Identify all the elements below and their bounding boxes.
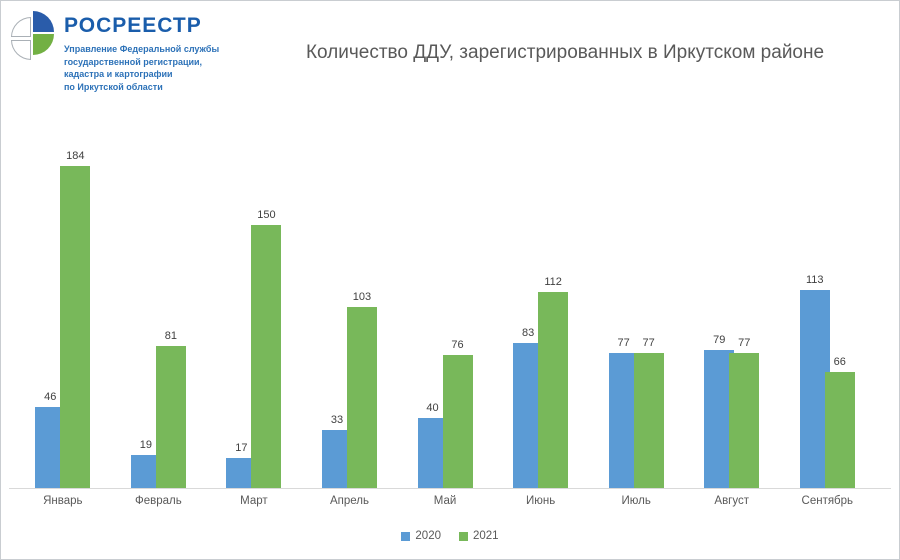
bar-2021: [155, 346, 186, 488]
rosreestr-logo-mark-icon: [11, 11, 56, 63]
logo-org-name: Управление Федеральной службы государств…: [64, 43, 219, 93]
x-axis-line: [9, 488, 891, 489]
x-axis-labels: Январь Февраль Март Апрель Май Июнь Июль Август…: [15, 495, 875, 507]
x-axis-label: Июнь: [525, 495, 556, 507]
x-axis-label: Август: [714, 495, 750, 507]
data-label-2021: 103: [352, 291, 372, 303]
bar-wrap: 76: [442, 339, 473, 488]
x-axis-label: Июль: [621, 495, 651, 507]
logo-quad-blue: [33, 11, 54, 32]
bar-wrap: 112: [538, 276, 569, 488]
bar-wrap: 77: [633, 337, 664, 488]
data-label-2021: 81: [164, 330, 177, 342]
bar-wrap: 103: [346, 291, 377, 488]
data-label-2020: 40: [426, 402, 439, 414]
bar-2021: [729, 353, 760, 488]
bar-wrap: 77: [729, 337, 760, 488]
data-label-2020: 17: [235, 442, 248, 454]
bar-group-Май: 40 76: [397, 141, 493, 488]
data-label-2021: 77: [738, 337, 751, 349]
bar-2021: [442, 355, 473, 488]
data-label-2020: 113: [806, 274, 824, 286]
bar-2021: [538, 292, 569, 488]
legend-swatch-icon: [401, 531, 411, 541]
bar-group-Сентябрь: 113 66: [780, 141, 876, 488]
data-label-2021: 150: [257, 209, 276, 221]
legend: 2020 2021: [1, 530, 899, 542]
data-label-2021: 76: [451, 339, 464, 351]
legend-label: 2021: [473, 530, 499, 542]
bar-wrap: 66: [824, 356, 855, 488]
bar-2021: [346, 307, 377, 488]
x-axis-label: Январь: [43, 495, 83, 507]
legend-swatch-icon: [459, 531, 468, 541]
bar-2021: [60, 166, 91, 488]
logo-org-line: Управление Федеральной службы: [64, 44, 220, 55]
rosreestr-logo: РОСРЕЕСТР Управление Федеральной службы …: [11, 11, 219, 93]
bar-group-Февраль: 19 81: [111, 141, 207, 488]
bar-wrap: 184: [60, 150, 91, 488]
logo-brand-name: РОСРЕЕСТР: [64, 14, 202, 37]
legend-label: 2020: [415, 530, 441, 542]
data-label-2021: 77: [642, 337, 655, 349]
data-label-2020: 19: [139, 439, 152, 451]
logo-quad-white-top: [11, 17, 31, 37]
data-label-2020: 83: [521, 327, 535, 339]
data-label-2021: 184: [66, 150, 85, 162]
x-axis-label: Апрель: [329, 495, 369, 507]
data-label-2021: 66: [833, 356, 846, 368]
logo-quad-white-bottom: [11, 40, 31, 60]
data-label-2020: 77: [617, 337, 630, 349]
bar-group-Январь: 46 184: [15, 141, 111, 488]
bar-wrap: 150: [251, 209, 282, 488]
bar-group-Июнь: 83 112: [493, 141, 589, 488]
x-axis-label: Май: [433, 495, 457, 507]
bar-2021: [251, 225, 282, 488]
logo-org-line: кадастра и картографии: [64, 69, 173, 80]
bar-2021: [633, 353, 664, 488]
logo-org-line: по Иркутской области: [64, 81, 163, 92]
data-label-2021: 112: [544, 276, 562, 288]
legend-item-2021: 2021: [459, 530, 499, 542]
logo-text: РОСРЕЕСТР Управление Федеральной службы …: [64, 11, 219, 93]
bar-group-Август: 79 77: [684, 141, 780, 488]
logo-quad-green: [33, 34, 54, 55]
plot-area: 46 184 19 81 17 150 33 103 40 76 83 112 77 77 79 77 113 6…: [15, 141, 875, 488]
bar-wrap: 81: [155, 330, 186, 488]
bar-group-Март: 17 150: [206, 141, 302, 488]
bar-group-Апрель: 33 103: [302, 141, 398, 488]
x-axis-label: Февраль: [134, 495, 182, 507]
chart-title: Количество ДДУ, зарегистрированных в Ирк…: [305, 42, 825, 63]
logo-org-line: государственной регистрации,: [64, 56, 203, 67]
x-axis-label: Сентябрь: [801, 495, 854, 507]
data-label-2020: 79: [713, 334, 726, 346]
bar-2021: [824, 372, 855, 488]
bar-group-Июль: 77 77: [588, 141, 684, 488]
legend-item-2020: 2020: [401, 530, 441, 542]
x-axis-label: Март: [240, 495, 268, 507]
data-label-2020: 33: [330, 414, 344, 426]
data-label-2020: 46: [44, 391, 57, 403]
